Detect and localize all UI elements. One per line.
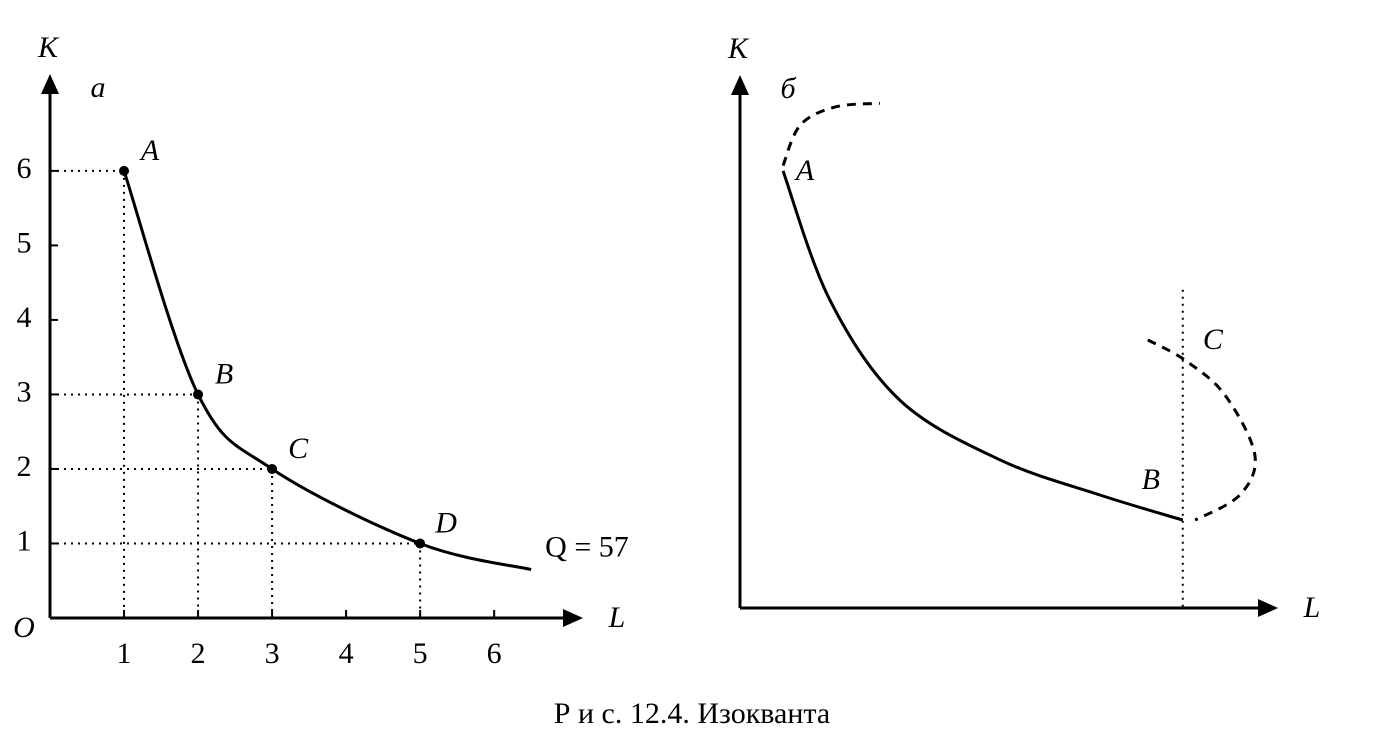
curve-label: Q = 57 (545, 530, 629, 563)
y-axis-arrow (41, 74, 59, 94)
panel-label: а (91, 71, 106, 104)
point-label: C (288, 432, 309, 465)
caption: Р и с. 12.4. Изокванта (554, 697, 830, 730)
x-tick-label: 5 (413, 637, 428, 670)
origin-label: O (13, 611, 35, 644)
y-tick-label: 6 (17, 152, 32, 185)
y-axis-label: K (727, 32, 750, 65)
x-axis-arrow (1258, 599, 1278, 617)
y-tick-label: 3 (17, 375, 32, 408)
isoquant-curve (122, 170, 532, 572)
panel-label: б (780, 72, 796, 105)
point-label: B (215, 357, 233, 390)
x-tick-label: 6 (487, 637, 502, 670)
point (267, 463, 278, 474)
dashed-curve (1147, 338, 1257, 522)
x-tick-label: 4 (339, 637, 354, 670)
y-axis-arrow (731, 75, 749, 95)
x-tick-label: 3 (265, 637, 280, 670)
point-label: A (794, 154, 815, 187)
point-label: C (1203, 323, 1224, 356)
point (415, 538, 426, 549)
y-axis-label: K (37, 31, 60, 64)
point-label: D (434, 506, 457, 539)
point-label: A (139, 134, 160, 167)
y-tick-label: 2 (17, 450, 32, 483)
y-tick-label: 5 (17, 226, 32, 259)
point (119, 165, 130, 176)
y-tick-label: 4 (17, 301, 32, 334)
y-tick-label: 1 (17, 524, 32, 557)
point-label: B (1142, 463, 1160, 496)
dashed-curve (781, 101, 881, 167)
x-axis-label: L (608, 601, 626, 634)
x-tick-label: 1 (117, 637, 132, 670)
x-tick-label: 2 (191, 637, 206, 670)
isoquant-curve (781, 170, 1184, 522)
point (193, 389, 204, 400)
x-axis-label: L (1303, 591, 1321, 624)
x-axis-arrow (563, 609, 583, 627)
